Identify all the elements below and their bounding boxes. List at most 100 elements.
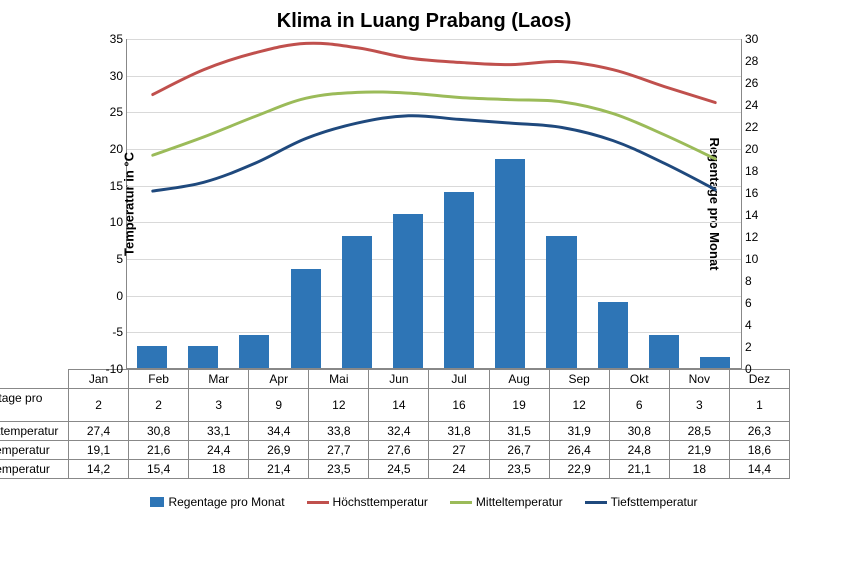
ytick-right: 10 [745,252,769,266]
month-header: Sep [549,370,609,389]
table-cell: 32,4 [369,422,429,441]
chart-plot-area: Temperatur in °C Regentage pro Monat -10… [126,39,742,369]
table-cell: 12 [549,389,609,422]
ytick-left: 35 [95,32,123,46]
month-header: Nov [669,370,729,389]
legend-item: Regentage pro Monat [150,495,284,509]
table-cell: 21,4 [249,460,309,479]
table-corner [0,370,69,389]
ytick-right: 6 [745,296,769,310]
table-cell: 31,5 [489,422,549,441]
ytick-right: 18 [745,164,769,178]
chart-plot-wrap: Temperatur in °C Regentage pro Monat -10… [68,39,790,369]
table-cell: 26,7 [489,441,549,460]
ytick-left: 30 [95,69,123,83]
table-cell: 31,9 [549,422,609,441]
legend-item: Tiefsttemperatur [585,495,698,509]
month-header: Mar [189,370,249,389]
table-cell: 19 [489,389,549,422]
month-header: Jul [429,370,489,389]
table-row: Regentage pro Monat22391214161912631 [0,389,790,422]
month-header: Okt [609,370,669,389]
ytick-right: 26 [745,76,769,90]
table-cell: 24,5 [369,460,429,479]
table-cell: 14 [369,389,429,422]
table-cell: 6 [609,389,669,422]
chart-title: Klima in Luang Prabang (Laos) [10,10,838,33]
legend-label: Höchsttemperatur [333,495,428,509]
table-cell: 15,4 [129,460,189,479]
line-group [127,39,741,368]
table-cell: 14,4 [729,460,789,479]
line-hoechst [153,43,716,102]
legend-label: Regentage pro Monat [168,495,284,509]
row-label: Tiefsttemperatur [0,460,69,479]
data-table: JanFebMarAprMaiJunJulAugSepOktNovDezRege… [0,369,790,479]
table-cell: 31,8 [429,422,489,441]
month-header: Jun [369,370,429,389]
legend-swatch [585,501,607,504]
table-row: Tiefsttemperatur14,215,41821,423,524,524… [0,460,790,479]
table-cell: 18 [189,460,249,479]
table-cell: 19,1 [69,441,129,460]
legend-swatch [307,501,329,504]
table-cell: 16 [429,389,489,422]
table-cell: 21,1 [609,460,669,479]
table-cell: 27 [429,441,489,460]
legend-swatch [150,497,164,507]
table-cell: 27,7 [309,441,369,460]
table-cell: 26,4 [549,441,609,460]
table-cell: 23,5 [309,460,369,479]
ytick-right: 30 [745,32,769,46]
table-cell: 12 [309,389,369,422]
table-cell: 24,8 [609,441,669,460]
ytick-right: 12 [745,230,769,244]
table-cell: 26,3 [729,422,789,441]
row-label: Höchsttemperatur [0,422,69,441]
legend-swatch [450,501,472,504]
month-header: Apr [249,370,309,389]
ytick-left: 15 [95,179,123,193]
ytick-right: 16 [745,186,769,200]
month-header: Aug [489,370,549,389]
ytick-left: 5 [95,252,123,266]
table-cell: 21,6 [129,441,189,460]
ytick-right: 20 [745,142,769,156]
ytick-left: 0 [95,289,123,303]
legend-item: Mitteltemperatur [450,495,563,509]
table-cell: 27,6 [369,441,429,460]
ytick-left: -10 [95,362,123,376]
month-header: Feb [129,370,189,389]
ytick-right: 24 [745,98,769,112]
table-cell: 3 [669,389,729,422]
table-cell: 24 [429,460,489,479]
table-cell: 2 [69,389,129,422]
table-cell: 34,4 [249,422,309,441]
table-row: Höchsttemperatur27,430,833,134,433,832,4… [0,422,790,441]
table-cell: 22,9 [549,460,609,479]
legend-label: Tiefsttemperatur [611,495,698,509]
legend-label: Mitteltemperatur [476,495,563,509]
table-cell: 18,6 [729,441,789,460]
table-cell: 18 [669,460,729,479]
ytick-right: 22 [745,120,769,134]
row-label: Mitteltemperatur [0,441,69,460]
table-cell: 14,2 [69,460,129,479]
table-cell: 30,8 [129,422,189,441]
table-cell: 2 [129,389,189,422]
table-cell: 30,8 [609,422,669,441]
table-row: Mitteltemperatur19,121,624,426,927,727,6… [0,441,790,460]
table-cell: 21,9 [669,441,729,460]
legend-item: Höchsttemperatur [307,495,428,509]
ytick-right: 14 [745,208,769,222]
line-tiefst [153,116,716,191]
table-cell: 33,8 [309,422,369,441]
ytick-left: -5 [95,325,123,339]
ytick-left: 25 [95,105,123,119]
ytick-left: 20 [95,142,123,156]
table-cell: 24,4 [189,441,249,460]
table-cell: 3 [189,389,249,422]
chart-container: Klima in Luang Prabang (Laos) Temperatur… [10,10,838,574]
table-cell: 26,9 [249,441,309,460]
month-header: Mai [309,370,369,389]
